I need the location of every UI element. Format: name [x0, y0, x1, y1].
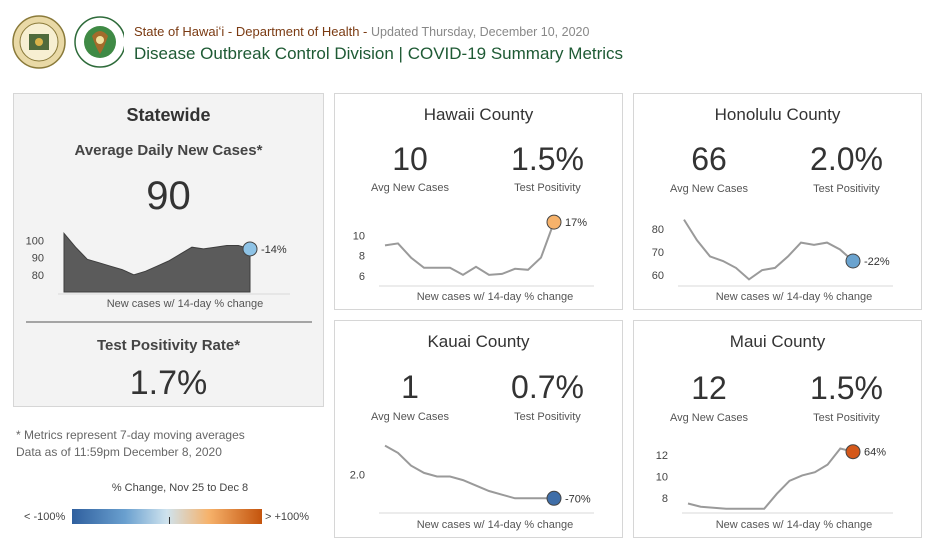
pct-change-label: -22%	[864, 256, 890, 268]
spark-caption: New cases w/ 14-day % change	[417, 519, 574, 531]
legend-zero-tick	[169, 517, 170, 524]
honolulu-sparkline-plot: 60 70 80 -22%	[652, 219, 893, 287]
hawaii-sparkline-plot: 6 8 10 17%	[353, 214, 594, 287]
y-tick-label: 80	[32, 270, 44, 282]
kauai-sparkline-plot: 2.0 -70%	[350, 444, 594, 514]
county-name: Hawaii County	[423, 105, 534, 124]
y-tick-label: 90	[32, 253, 44, 265]
header-logos	[12, 14, 126, 70]
spark-caption: New cases w/ 14-day % change	[716, 519, 873, 531]
y-tick-label: 8	[359, 251, 365, 263]
spark-caption: New cases w/ 14-day % change	[417, 291, 574, 303]
county-panel-maui: Maui County 12 Avg New Cases 1.5% Test P…	[633, 320, 922, 538]
legend-low-label: < -100%	[24, 511, 66, 523]
footnote-metrics: * Metrics represent 7-day moving average…	[16, 428, 245, 442]
updated-date: Updated Thursday, December 10, 2020	[371, 25, 590, 39]
statewide-positivity-value: 1.7%	[129, 364, 208, 402]
county-positivity-label: Test Positivity	[813, 183, 880, 195]
latest-point-marker	[546, 490, 562, 506]
county-cases-value: 12	[691, 370, 727, 406]
latest-point-marker	[845, 253, 861, 269]
county-cases-value: 1	[401, 369, 419, 405]
y-tick-label: 2.0	[350, 470, 365, 482]
county-name: Honolulu County	[714, 105, 841, 124]
county-cases-label: Avg New Cases	[669, 412, 749, 424]
y-tick-label: 12	[656, 450, 668, 462]
county-name: Maui County	[729, 332, 826, 351]
agency-name: State of Hawaiʻi - Department of Health …	[134, 24, 368, 39]
statewide-panel: Statewide Average Daily New Cases* 90 80…	[13, 93, 324, 407]
spark-caption: New cases w/ 14-day % change	[716, 291, 873, 303]
y-tick-label: 10	[656, 472, 668, 484]
statewide-spark-caption: New cases w/ 14-day % change	[107, 298, 264, 310]
y-tick-label: 70	[652, 247, 664, 259]
county-cases-label: Avg New Cases	[669, 183, 749, 195]
county-positivity-label: Test Positivity	[514, 411, 581, 423]
footnotes: * Metrics represent 7-day moving average…	[16, 427, 245, 461]
series-line	[683, 219, 854, 281]
statewide-title: Statewide	[126, 105, 211, 125]
series-line	[384, 444, 554, 500]
county-sparkline: 2.0 -70% New cases w/ 14-day % change	[350, 444, 594, 531]
pct-change-label: 17%	[565, 217, 587, 229]
y-tick-label: 10	[353, 230, 365, 242]
footnote-data-date: Data as of 11:59pm December 8, 2020	[16, 445, 222, 459]
county-panel-honolulu: Honolulu County 66 Avg New Cases 2.0% Te…	[633, 93, 922, 310]
statewide-sparkline: 80 90 100 -14% New cases w/ 14-day % change	[26, 232, 312, 323]
header-agency-line: State of Hawaiʻi - Department of Health …	[134, 24, 623, 39]
county-positivity-value: 1.5%	[511, 141, 584, 177]
series-area	[63, 232, 251, 293]
state-seal-icon	[12, 15, 66, 69]
county-panel-hawaii: Hawaii County 10 Avg New Cases 1.5% Test…	[334, 93, 623, 310]
y-tick-label: 80	[652, 224, 664, 236]
county-cases-label: Avg New Cases	[370, 411, 450, 423]
county-positivity-value: 0.7%	[511, 369, 584, 405]
county-cases-label: Avg New Cases	[370, 182, 450, 194]
y-tick-label: 100	[26, 235, 44, 247]
avg-daily-cases-label: Average Daily New Cases*	[74, 142, 263, 159]
county-sparkline: 60 70 80 -22% New cases w/ 14-day % change	[652, 219, 893, 303]
latest-point-marker	[845, 444, 861, 460]
legend-title: % Change, Nov 25 to Dec 8	[111, 482, 249, 494]
county-positivity-value: 2.0%	[810, 141, 883, 177]
latest-point-marker	[546, 214, 562, 230]
county-cases-value: 66	[691, 141, 727, 177]
county-name: Kauai County	[427, 332, 530, 351]
county-cases-value: 10	[392, 141, 428, 177]
y-tick-label: 8	[662, 493, 668, 505]
doh-logo-icon	[74, 16, 126, 68]
county-sparkline: 6 8 10 17% New cases w/ 14-day % change	[353, 214, 594, 303]
pct-change-label: -14%	[261, 244, 287, 256]
latest-point-marker	[242, 241, 258, 257]
county-panel-kauai: Kauai County 1 Avg New Cases 0.7% Test P…	[334, 320, 623, 538]
positivity-label: Test Positivity Rate*	[96, 337, 241, 354]
pct-change-label: 64%	[864, 447, 886, 459]
statewide-sparkline-plot: 80 90 100 -14%	[26, 232, 290, 295]
statewide-cases-value: 90	[146, 174, 191, 218]
series-line	[384, 221, 555, 277]
maui-sparkline-plot: 8 10 12 64%	[656, 444, 893, 514]
color-legend-bar	[72, 509, 262, 524]
county-positivity-value: 1.5%	[810, 370, 883, 406]
county-sparkline: 8 10 12 64% New cases w/ 14-day % change	[656, 444, 893, 531]
county-positivity-label: Test Positivity	[813, 412, 880, 424]
county-positivity-label: Test Positivity	[514, 182, 581, 194]
dashboard-title: Disease Outbreak Control Division | COVI…	[134, 44, 624, 63]
pct-change-label: -70%	[565, 493, 591, 505]
y-tick-label: 6	[359, 271, 365, 283]
series-line	[687, 447, 854, 510]
y-tick-label: 60	[652, 270, 664, 282]
header-text: State of Hawaiʻi - Department of Health …	[134, 24, 623, 64]
legend-high-label: > +100%	[265, 511, 310, 523]
